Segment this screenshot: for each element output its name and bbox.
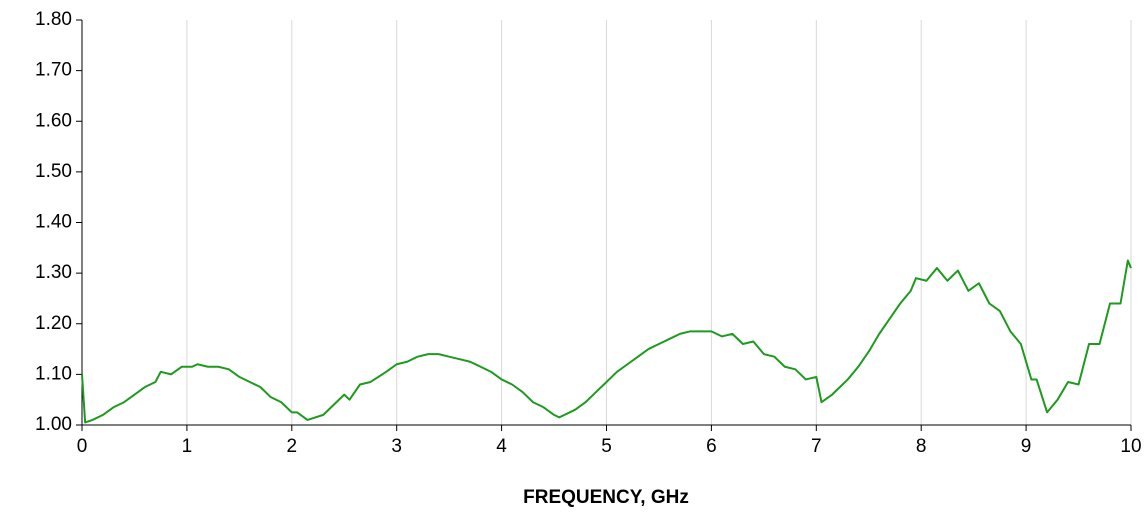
- x-tick-label: 5: [601, 436, 612, 457]
- y-tick-label: 1.80: [35, 9, 72, 30]
- y-tick-label: 1.00: [35, 414, 72, 435]
- y-tick-label: 1.40: [35, 212, 72, 233]
- y-tick-label: 1.50: [35, 161, 72, 182]
- x-tick-label: 2: [287, 436, 298, 457]
- x-tick-label: 7: [811, 436, 822, 457]
- x-tick-label: 1: [182, 436, 193, 457]
- x-tick-label: 0: [77, 436, 88, 457]
- y-tick-label: 1.30: [35, 262, 72, 283]
- y-tick-label: 1.10: [35, 363, 72, 384]
- y-tick-label: 1.60: [35, 110, 72, 131]
- x-axis-title: FREQUENCY, GHz: [523, 487, 689, 508]
- x-tick-label: 8: [916, 436, 927, 457]
- x-tick-label: 4: [496, 436, 507, 457]
- y-tick-label: 1.70: [35, 60, 72, 81]
- y-tick-label: 1.20: [35, 313, 72, 334]
- x-tick-label: 9: [1021, 436, 1032, 457]
- x-tick-label: 3: [391, 436, 402, 457]
- x-tick-label: 6: [706, 436, 717, 457]
- x-tick-label: 10: [1120, 436, 1141, 457]
- line: [81, 259, 1132, 424]
